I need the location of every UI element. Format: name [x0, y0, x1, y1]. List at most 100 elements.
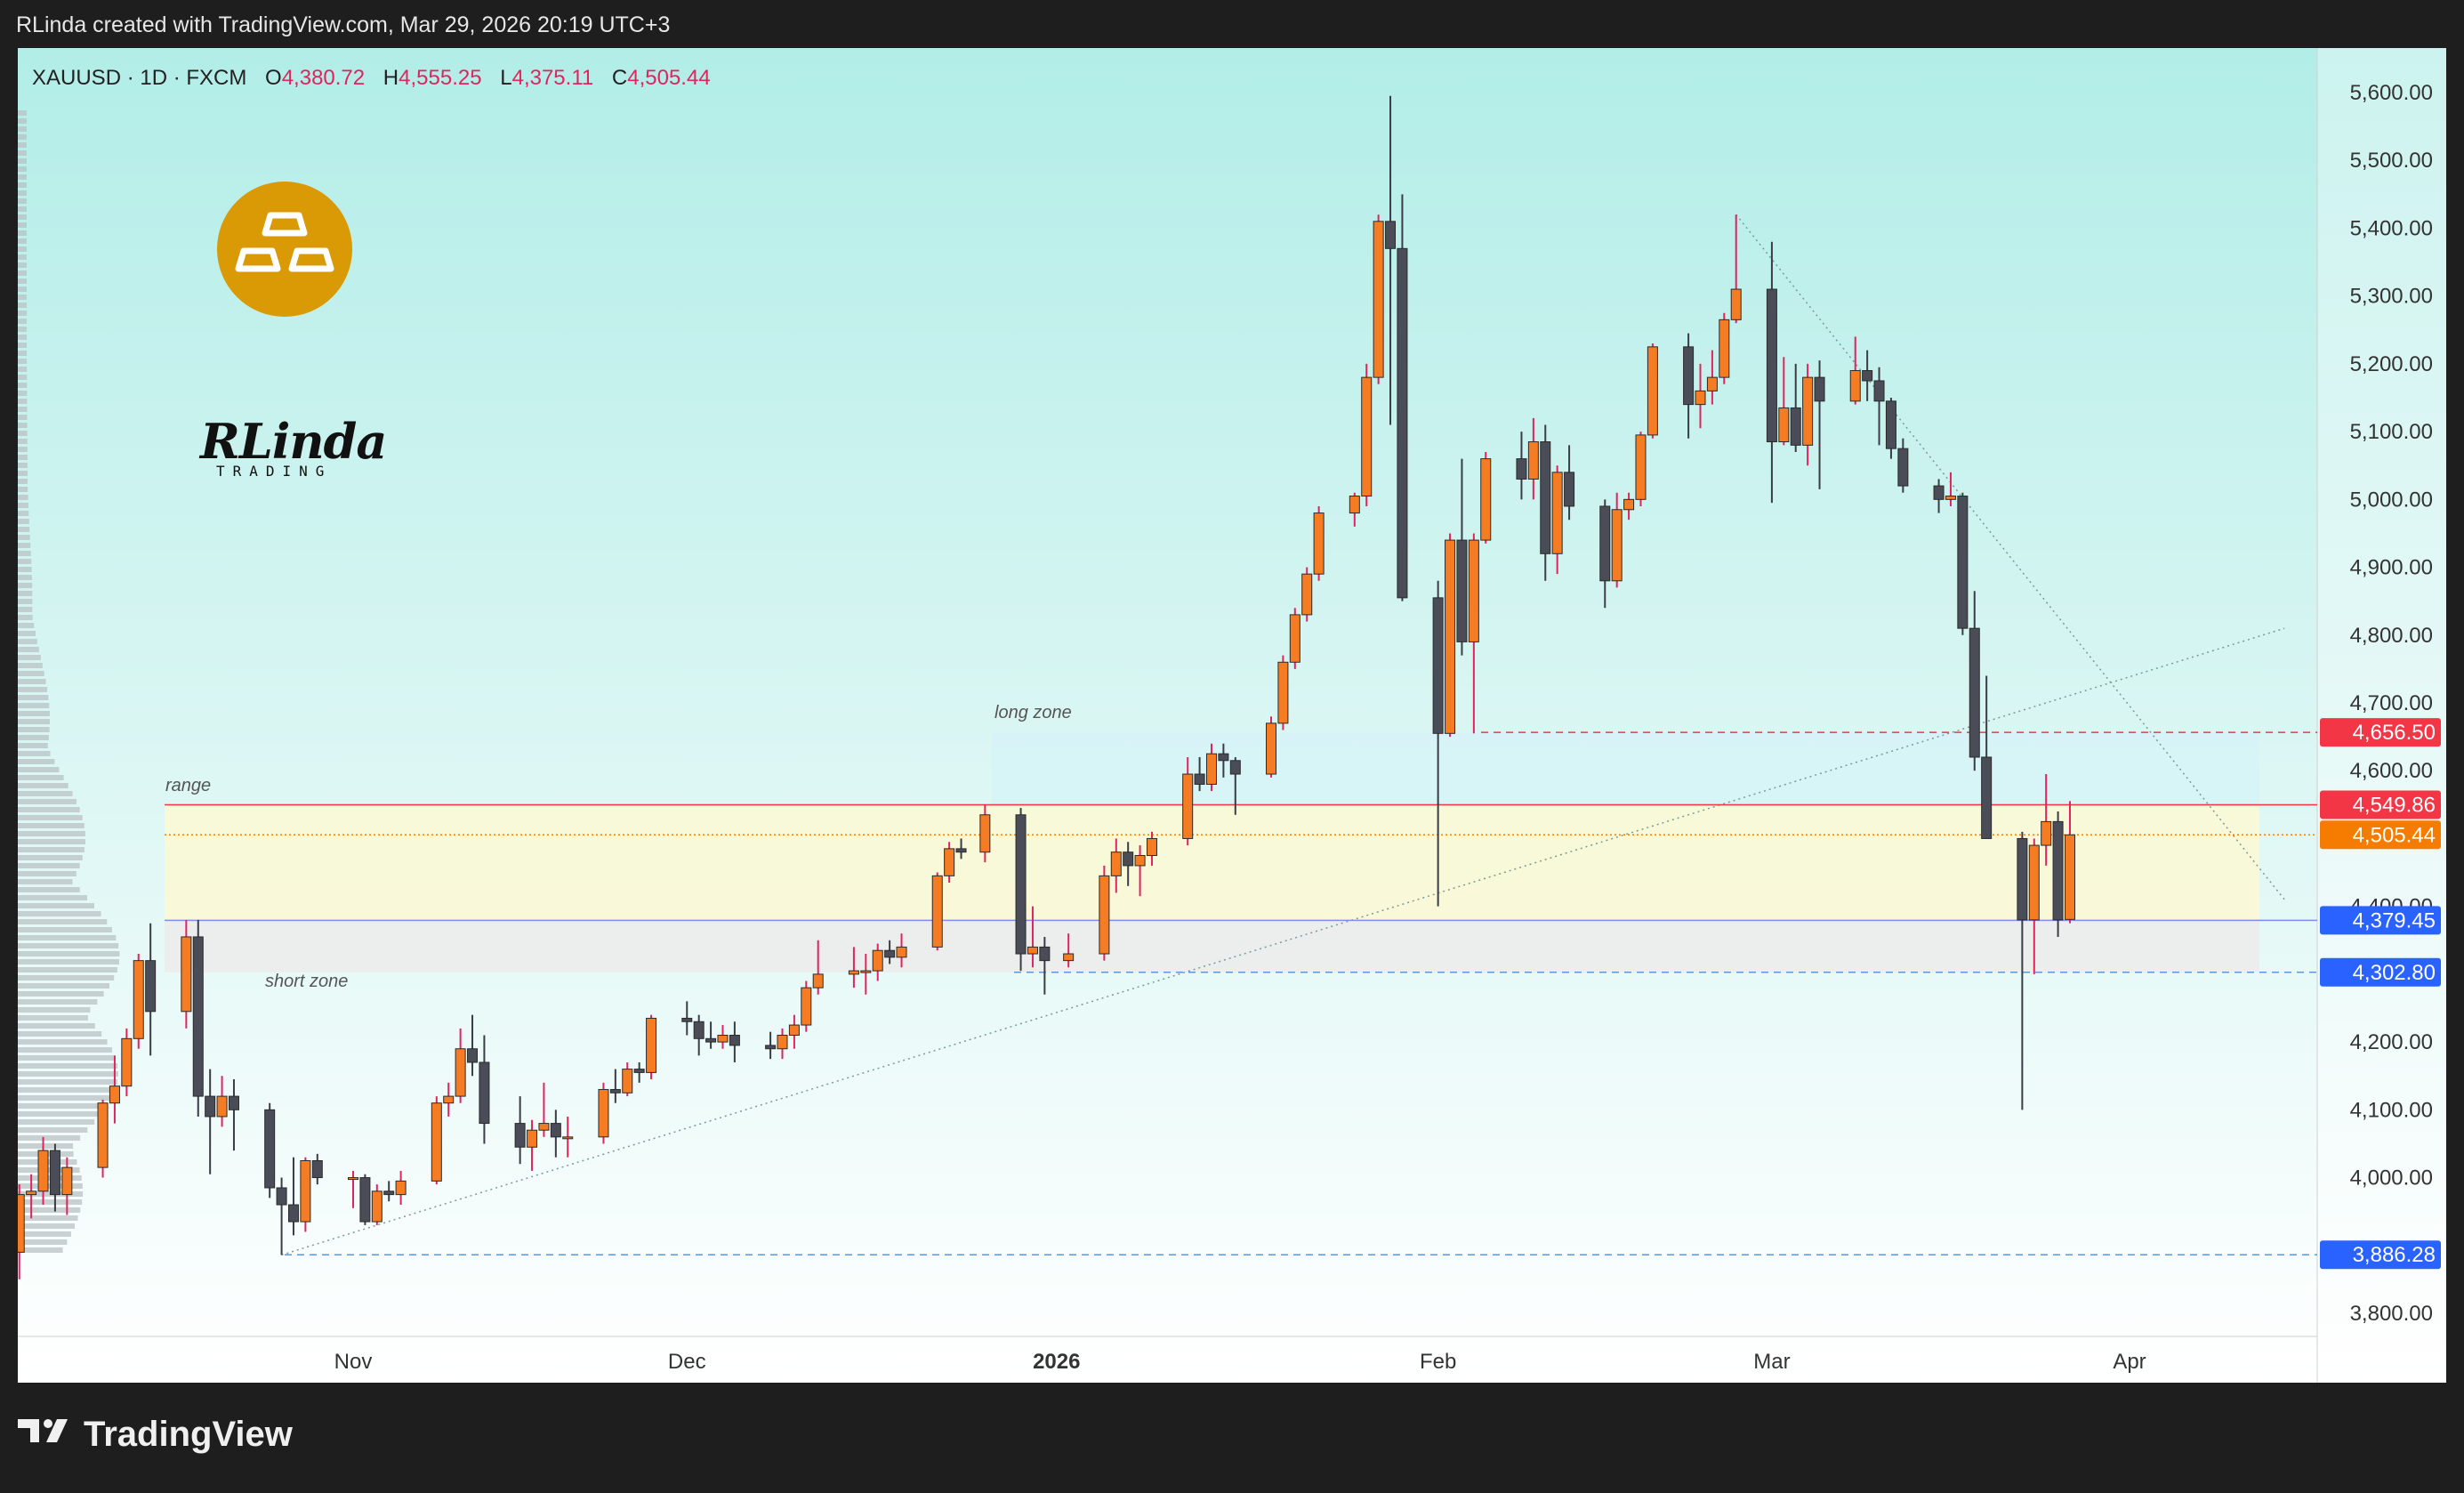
- candle: [2028, 838, 2040, 974]
- candle-body: [37, 1150, 49, 1192]
- candle-body: [1110, 851, 1122, 876]
- price-label: 4,505.44: [2320, 820, 2441, 850]
- volume-profile-bar: [18, 375, 28, 380]
- volume-profile-bar: [18, 951, 120, 956]
- candle-body: [598, 1088, 609, 1138]
- volume-profile-bar: [18, 615, 33, 620]
- candle-body: [622, 1069, 633, 1094]
- tradingview-logo-icon: [18, 1415, 75, 1455]
- candle: [765, 1031, 777, 1060]
- close-value: 4,505.44: [627, 66, 711, 90]
- candle-body: [371, 1190, 382, 1223]
- volume-profile-bar: [18, 270, 27, 276]
- candle-body: [538, 1123, 550, 1131]
- candle-body: [1862, 370, 1873, 382]
- price-chart[interactable]: 3,800.004,000.004,100.004,200.004,400.00…: [18, 48, 2446, 1383]
- candle-body: [931, 875, 943, 948]
- candle: [1766, 241, 1777, 504]
- y-tick-label: 4,900.00: [2350, 556, 2433, 580]
- volume-profile-bar: [18, 1175, 82, 1181]
- candle: [609, 1069, 621, 1103]
- candle-body: [1099, 875, 1110, 955]
- candle-body: [395, 1180, 407, 1196]
- candle: [1599, 499, 1611, 609]
- candle: [1885, 398, 1896, 459]
- volume-profile-bar: [18, 343, 28, 348]
- volume-profile-bar: [18, 935, 117, 940]
- tradingview-logo-text: TradingView: [84, 1415, 293, 1454]
- candle-body: [1647, 346, 1658, 436]
- volume-profile-bar: [18, 583, 33, 588]
- candle: [1349, 492, 1360, 527]
- candle-body: [1551, 472, 1563, 554]
- candle-body: [1564, 472, 1575, 507]
- candle: [1873, 367, 1885, 446]
- candle-body: [1385, 221, 1397, 249]
- candle: [801, 981, 812, 1032]
- candle-body: [681, 1017, 693, 1022]
- candle: [443, 1082, 455, 1117]
- y-tick-label: 4,600.00: [2350, 759, 2433, 783]
- candle-body: [801, 987, 812, 1026]
- candle: [1897, 438, 1909, 493]
- volume-profile-bar: [18, 559, 32, 564]
- candle-body: [228, 1095, 239, 1110]
- candle: [681, 1001, 693, 1036]
- x-tick-label: Apr: [2113, 1350, 2146, 1374]
- candle: [1957, 492, 1969, 635]
- candle-body: [145, 960, 157, 1013]
- candle: [228, 1079, 239, 1151]
- tradingview-logo[interactable]: TradingView: [18, 1415, 293, 1455]
- candle: [896, 933, 907, 968]
- candle-body: [1146, 837, 1157, 857]
- y-tick-label: 3,800.00: [2350, 1302, 2433, 1326]
- candle: [2052, 811, 2064, 937]
- candle-body: [2028, 844, 2040, 921]
- volume-profile-bar: [18, 863, 80, 868]
- candle-body: [1945, 496, 1956, 500]
- volume-profile-bar: [18, 991, 104, 997]
- volume-profile-bar: [18, 1103, 107, 1109]
- chart-panel[interactable]: 3,800.004,000.004,100.004,200.004,400.00…: [18, 48, 2446, 1383]
- candle-body: [443, 1095, 455, 1104]
- volume-profile-bar: [18, 807, 80, 812]
- candle-body: [1480, 458, 1492, 541]
- candle-body: [1456, 539, 1468, 642]
- volume-profile-bar: [18, 847, 85, 852]
- candle-body: [1849, 370, 1861, 402]
- volume-profile-bar: [18, 110, 27, 116]
- candle: [777, 1028, 788, 1060]
- candle-body: [300, 1160, 311, 1223]
- volume-profile-bar: [18, 335, 28, 340]
- price-label-box: [2320, 1240, 2441, 1270]
- candle: [1540, 424, 1551, 581]
- candle-body: [97, 1102, 109, 1168]
- short-zone: [165, 920, 2259, 972]
- candle-body: [1349, 496, 1360, 514]
- volume-profile-bar: [18, 703, 50, 708]
- low-key: L: [500, 66, 512, 90]
- candle: [1802, 363, 1814, 466]
- volume-profile-bar: [18, 1079, 117, 1085]
- range-zone: [165, 804, 2259, 921]
- volume-profile-bar: [18, 535, 30, 540]
- candle: [145, 923, 157, 1056]
- candle-body: [1706, 376, 1718, 391]
- volume-profile-bar: [18, 150, 27, 156]
- candle-body: [1933, 485, 1945, 500]
- candle: [192, 919, 204, 1117]
- candle-body: [205, 1095, 216, 1118]
- candle: [1969, 591, 1980, 771]
- chart-attribution: RLinda created with TradingView.com, Mar…: [16, 12, 671, 37]
- volume-profile-bar: [18, 895, 87, 900]
- candle-body: [1289, 614, 1300, 663]
- candle-body: [2017, 837, 2028, 921]
- candle-body: [979, 814, 991, 853]
- candle: [1706, 350, 1718, 405]
- long-zone: [992, 732, 2259, 805]
- volume-profile-bar: [18, 439, 28, 444]
- candle-body: [1885, 400, 1896, 449]
- candle: [848, 947, 859, 989]
- candle: [1266, 716, 1277, 778]
- candle-body: [609, 1088, 621, 1094]
